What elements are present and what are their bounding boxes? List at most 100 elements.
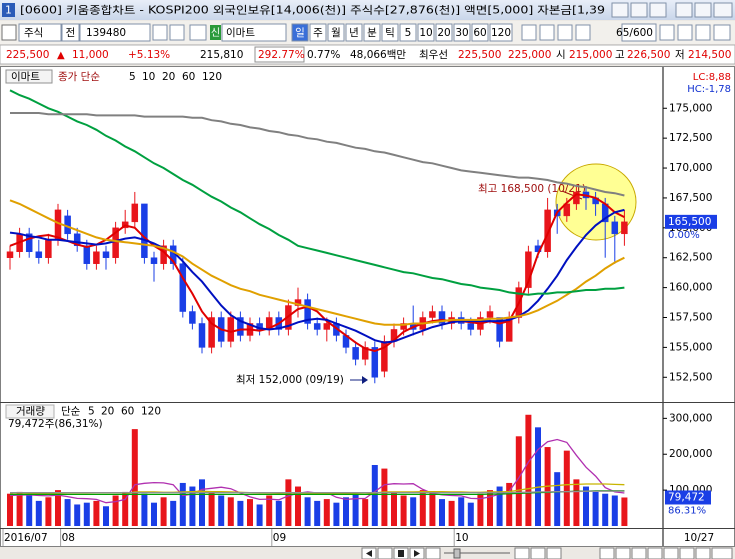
y-tick-label: 170,000 [669,162,712,174]
candle-body [189,311,196,324]
y-tick-label: 200,000 [669,448,712,460]
candle-body [621,221,628,235]
scroll-button[interactable] [546,547,562,559]
ma-line [9,208,625,344]
scroll-button[interactable] [647,547,663,559]
x-tick-label: 08 [62,532,75,544]
window-buttons [611,2,733,18]
scroll-button[interactable] [711,547,733,559]
ma-line [10,490,625,496]
candle-body [208,317,215,348]
volume-bar [266,495,273,526]
scroll-button[interactable] [377,547,393,559]
market-select[interactable] [18,23,62,42]
volume-bar [35,500,42,526]
scroll-button[interactable] [425,547,441,559]
scroll-button[interactable] [679,547,695,559]
tool-button[interactable] [575,24,591,41]
period-button[interactable] [399,23,417,42]
volume-bar [535,427,541,526]
quote-open-label: 시 [556,49,566,61]
volume-bar [103,506,109,526]
period-button[interactable] [417,23,435,42]
period-button[interactable] [435,23,453,42]
period-label: 월 [331,27,341,39]
hc-label: HC:-1,78 [687,84,731,95]
volume-bar [45,497,52,526]
tool-button[interactable] [539,24,555,41]
ma-line [10,112,625,197]
x-tick-label: 2016/07 [4,532,48,544]
period-button[interactable] [309,23,327,42]
volume-bar [477,493,484,526]
window-button[interactable] [611,2,629,18]
code-input[interactable] [79,23,151,42]
window-button[interactable] [630,2,648,18]
window-number: 1 [5,5,12,17]
volume-bar [160,497,167,526]
quote-arrow: ▲ [57,50,65,61]
period-button[interactable] [489,23,513,42]
scroll-glyph [414,550,420,557]
volume-bar [333,502,340,526]
window-button[interactable] [694,2,712,18]
period-button[interactable] [471,23,489,42]
volume-bar [448,500,455,526]
volume-bar [304,497,311,526]
period-button[interactable] [381,23,399,42]
scroll-button[interactable] [599,547,615,559]
window-button[interactable] [675,2,693,18]
scroll-thumb[interactable] [453,548,461,559]
legend-entry: 5 [129,71,136,83]
volume-bar [429,491,436,526]
volume-bar [573,479,580,526]
period-button[interactable] [291,23,309,42]
period-button[interactable] [453,23,471,42]
scroll-button[interactable] [631,547,647,559]
window-button[interactable] [649,2,667,18]
quote-volume-ratio: 292.77% [258,49,305,61]
y-tick-label: 167,500 [669,192,712,204]
volume-bar [487,490,493,526]
y-tick-label: 155,000 [669,341,712,353]
tool-button[interactable] [659,24,675,41]
period-button[interactable] [363,23,381,42]
tool-button[interactable] [189,24,207,41]
candle-body [102,251,110,258]
stock-code: 139480 [86,27,126,39]
tool-button[interactable] [713,24,731,41]
volume-bar [458,497,465,526]
candle-body [93,251,100,264]
count-box[interactable] [621,23,657,42]
volume-bar [74,504,81,526]
volume-bar [352,493,359,526]
tool-button[interactable] [521,24,537,41]
scroll-button[interactable] [615,547,631,559]
period-label: 틱 [385,27,395,39]
scroll-button[interactable] [530,547,546,559]
volume-bar [83,502,90,526]
volume-bar [7,493,13,526]
prev-button[interactable] [61,23,80,42]
period-label: 분 [367,27,377,39]
sound-button[interactable] [169,24,185,41]
x-tick-label: 09 [273,532,286,544]
toolbar-icon[interactable] [1,24,17,41]
period-label: 30 [455,27,468,39]
volume-bar [611,495,618,526]
legend-box [5,69,53,84]
legend-entry: 120 [202,71,222,83]
period-button[interactable] [327,23,345,42]
window-button[interactable] [713,2,733,18]
tool-button[interactable] [677,24,693,41]
candle-body [525,251,532,288]
volume-bar [362,499,369,526]
scroll-button[interactable] [663,547,679,559]
scroll-button[interactable] [695,547,711,559]
tool-button[interactable] [557,24,573,41]
volume-bar [122,491,129,526]
tool-button[interactable] [695,24,711,41]
scroll-button[interactable] [514,547,530,559]
search-button[interactable] [152,24,168,41]
period-button[interactable] [345,23,363,42]
